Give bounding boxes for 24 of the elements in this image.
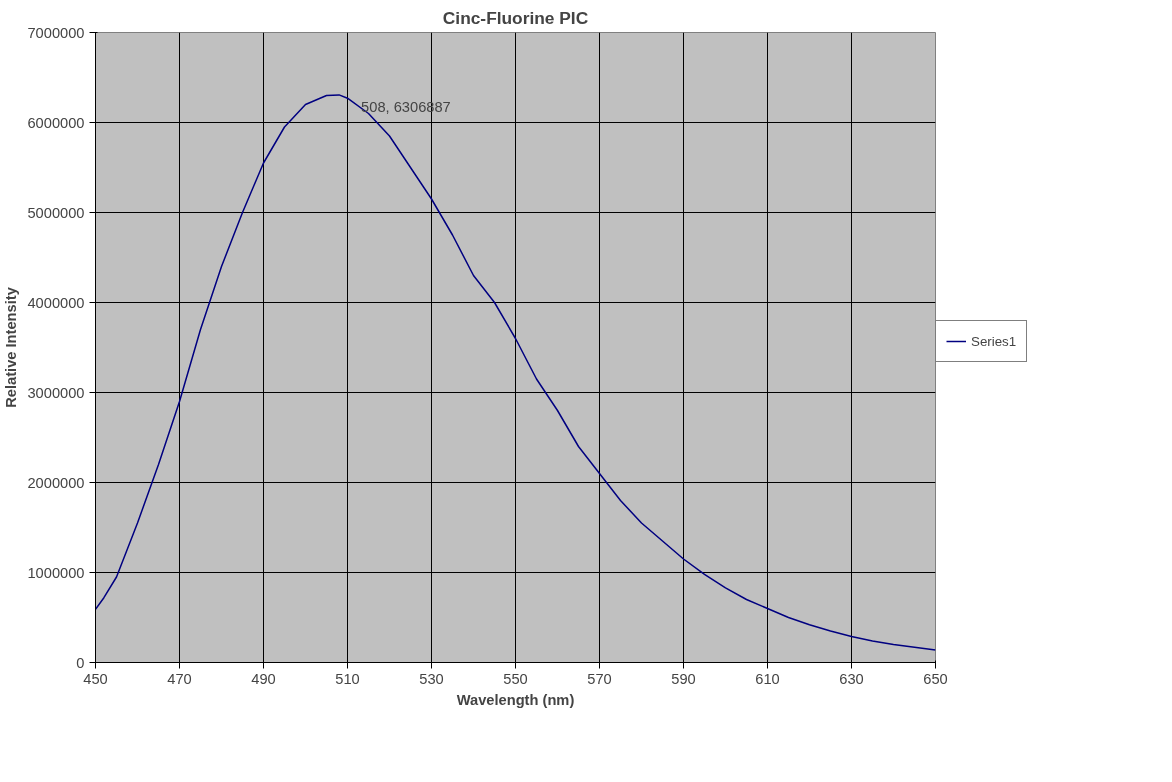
x-tick-label: 610 [755, 670, 780, 687]
y-tick-label: 5000000 [27, 204, 85, 221]
x-tick-label: 490 [251, 670, 276, 687]
y-axis-title: Relative Intensity [3, 286, 20, 408]
y-tick-label: 3000000 [27, 384, 85, 401]
legend-label: Series1 [971, 333, 1017, 349]
x-tick-label: 510 [335, 670, 360, 687]
x-tick-label: 470 [167, 670, 192, 687]
y-tick-label: 1000000 [27, 564, 85, 581]
x-tick-label: 590 [671, 670, 696, 687]
x-tick-label: 570 [587, 670, 612, 687]
x-tick-label: 650 [923, 670, 948, 687]
y-tick-label: 0 [76, 654, 85, 671]
x-tick-label: 450 [83, 670, 108, 687]
x-axis-title: Wavelength (nm) [456, 691, 575, 708]
x-tick-label: 530 [419, 670, 444, 687]
chart-title: Cinc-Fluorine PIC [442, 7, 589, 28]
y-tick-label: 2000000 [27, 474, 85, 491]
y-tick-label: 7000000 [27, 24, 85, 41]
y-tick-label: 6000000 [27, 114, 85, 131]
x-tick-label: 550 [503, 670, 528, 687]
x-tick-label: 630 [839, 670, 864, 687]
y-tick-label: 4000000 [27, 294, 85, 311]
line-series [95, 94, 936, 651]
